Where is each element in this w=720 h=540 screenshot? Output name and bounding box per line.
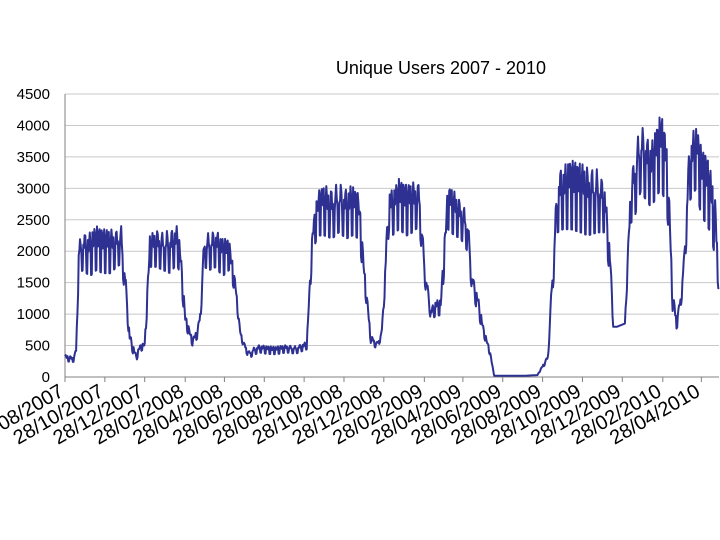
y-tick-label: 1000 xyxy=(17,306,50,323)
x-axis-tick-labels: 28/08/200728/10/200728/12/200728/02/2008… xyxy=(0,380,704,449)
chart-title: Unique Users 2007 - 2010 xyxy=(336,58,546,78)
y-tick-label: 0 xyxy=(42,369,50,386)
y-tick-label: 3000 xyxy=(17,180,50,197)
y-axis-tick-labels: 0 500 1000 1500 2000 2500 3000 3500 4000 4500 xyxy=(17,86,50,386)
series-line xyxy=(64,116,720,377)
y-tick-label: 2500 xyxy=(17,212,50,229)
series-layer xyxy=(64,116,720,377)
y-tick-label: 2000 xyxy=(17,243,50,260)
y-tick-label: 1500 xyxy=(17,275,50,292)
y-tick-label: 500 xyxy=(25,338,50,355)
y-tick-label: 4500 xyxy=(17,86,50,103)
y-tick-label: 4000 xyxy=(17,117,50,134)
axes xyxy=(64,94,719,382)
y-tick-label: 3500 xyxy=(17,149,50,166)
